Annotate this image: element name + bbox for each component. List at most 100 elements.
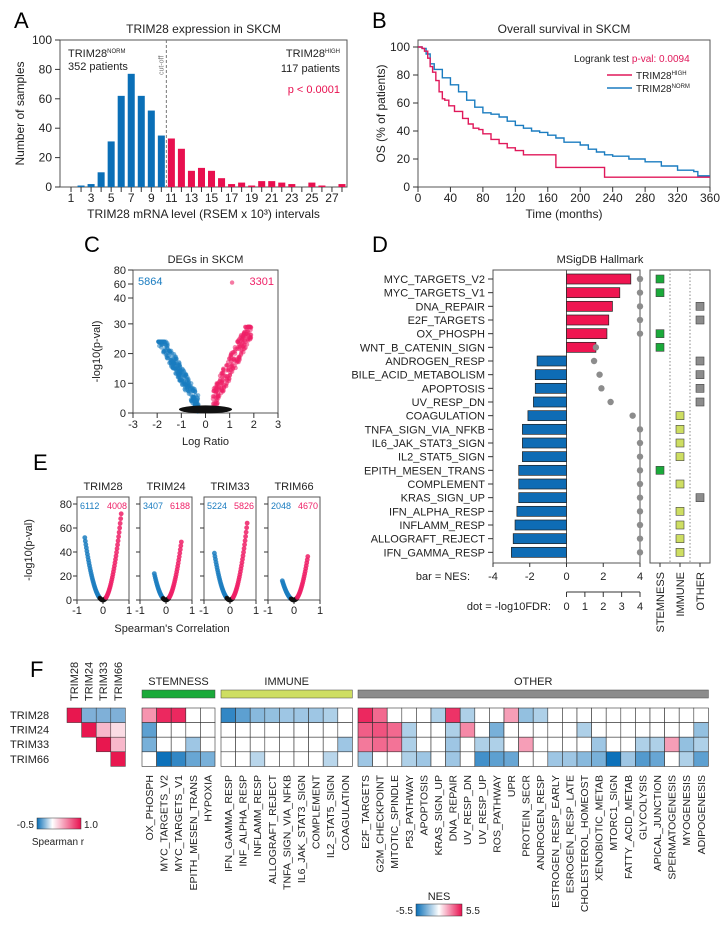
pathway-label: EPITH_MESEN_TRANS bbox=[188, 775, 200, 891]
heatmap-cell bbox=[635, 707, 651, 723]
category-column-label: IMMUNE bbox=[675, 572, 687, 617]
bar bbox=[238, 182, 246, 187]
superscript: HIGH bbox=[325, 49, 340, 55]
heatmap-cell bbox=[293, 707, 309, 723]
x-tick-label: 40 bbox=[444, 191, 458, 205]
spearman-label: Spearman r bbox=[32, 837, 85, 848]
pathway-label: EPITH_MESEN_TRANS bbox=[364, 465, 485, 477]
panel-label-c: C bbox=[84, 232, 100, 257]
pathway-label: ALLOGRAFT_REJECT bbox=[371, 534, 486, 546]
pathway-label: APOPTOSIS bbox=[422, 383, 485, 395]
pathway-label: MITOTIC_SPINDLE bbox=[389, 775, 401, 869]
heatmap-cell bbox=[430, 736, 446, 753]
bar bbox=[278, 182, 286, 187]
fdr-dot bbox=[636, 316, 644, 324]
y-tick-label: 40 bbox=[39, 121, 53, 135]
bar bbox=[228, 184, 236, 187]
category-marker bbox=[655, 274, 665, 284]
nes-bar bbox=[566, 273, 632, 285]
y-tick-label: 0 bbox=[120, 408, 126, 420]
nes-legend-title: NES bbox=[428, 891, 451, 903]
category-marker bbox=[695, 302, 705, 311]
count-down: 5864 bbox=[138, 276, 162, 288]
correlation-cell bbox=[95, 722, 112, 738]
category-marker bbox=[675, 438, 685, 448]
pathway-label: TNFA_SIGN_VIA_NFKB bbox=[281, 775, 293, 890]
heatmap-cell bbox=[401, 707, 417, 723]
fdr-dot bbox=[636, 439, 644, 447]
heatmap-cell bbox=[170, 722, 187, 738]
gene-col-label: TRIM33 bbox=[98, 662, 110, 701]
heatmap-cell bbox=[200, 707, 216, 723]
pathway-label: WNT_B_CATENIN_SIGN bbox=[360, 342, 485, 354]
heatmap-cell bbox=[386, 751, 403, 767]
pathway-label: MYC_TARGETS_V2 bbox=[159, 775, 171, 872]
spearman-min: -0.5 bbox=[17, 820, 35, 831]
heatmap-cell bbox=[235, 707, 251, 723]
heatmap-cell bbox=[386, 722, 403, 738]
heatmap-cell bbox=[664, 736, 680, 753]
heatmap-cell bbox=[459, 722, 476, 738]
heatmap-cell bbox=[474, 722, 490, 738]
category-column-label: OTHER bbox=[695, 572, 707, 611]
heatmap-cell bbox=[337, 722, 353, 738]
x-tick-label: 160 bbox=[538, 191, 558, 205]
pathway-label: UV_RESP_UP bbox=[477, 775, 489, 844]
heatmap-cell bbox=[156, 751, 172, 767]
panel-a-histogram: TRIM28 expression in SKCM 0 20 40 60 80 100 Num… bbox=[13, 22, 348, 221]
point-down bbox=[162, 340, 168, 345]
point-up bbox=[217, 379, 222, 384]
y-tick-label: 20 bbox=[39, 151, 53, 165]
chart-title: Overall survival in SKCM bbox=[498, 22, 631, 36]
point bbox=[178, 543, 184, 549]
p-value-annotation: p < 0.0001 bbox=[288, 84, 340, 96]
heatmap-cell bbox=[357, 736, 373, 753]
gene-row-label: TRIM66 bbox=[10, 754, 49, 766]
pathway-label: CHOLESTEROL_HOMEOST bbox=[579, 774, 591, 912]
x-tick-label: 19 bbox=[245, 191, 259, 205]
y-tick-label: 80 bbox=[39, 62, 53, 76]
heatmap-cell bbox=[518, 736, 534, 753]
nes-bar bbox=[518, 492, 567, 504]
category-marker bbox=[655, 329, 665, 338]
x-tick-label: 360 bbox=[700, 191, 720, 205]
point bbox=[82, 535, 88, 540]
category-marker bbox=[695, 493, 705, 502]
pathway-label: COAGULATION bbox=[340, 775, 352, 851]
point-up bbox=[226, 367, 231, 372]
x-tick-label: 11 bbox=[165, 191, 178, 205]
subplot-frame bbox=[267, 496, 321, 601]
heatmap-cell bbox=[430, 751, 446, 767]
pathway-label: ANDROGEN_RESP bbox=[385, 356, 485, 368]
category-marker bbox=[675, 534, 685, 543]
pathway-label: INF_ALPHA_RESP bbox=[238, 775, 250, 867]
bar bbox=[167, 138, 175, 187]
point bbox=[177, 547, 183, 552]
point-down bbox=[164, 353, 170, 358]
point bbox=[241, 546, 247, 551]
heatmap-cell bbox=[279, 751, 295, 767]
dot-axis-label: dot = -log10FDR: bbox=[467, 601, 551, 613]
point-up bbox=[214, 401, 220, 406]
spearman-max: 1.0 bbox=[84, 820, 98, 831]
point-up bbox=[235, 339, 240, 344]
heatmap-cell bbox=[547, 722, 563, 738]
heatmap-cell bbox=[635, 751, 651, 767]
spearman-colorbar bbox=[36, 817, 82, 830]
point-down bbox=[190, 395, 196, 401]
group-norm-count: 352 patients bbox=[68, 61, 128, 73]
point-down bbox=[175, 361, 180, 366]
category-marker bbox=[675, 507, 685, 516]
point-down bbox=[180, 378, 185, 384]
pathway-label: SPERMATOGENESIS bbox=[667, 775, 679, 880]
point-up bbox=[210, 394, 216, 399]
heatmap-cell bbox=[308, 751, 324, 767]
heatmap-cell bbox=[693, 707, 709, 723]
heatmap-cell bbox=[459, 736, 476, 753]
heatmap-cell bbox=[357, 722, 373, 738]
point bbox=[240, 553, 246, 559]
point-up bbox=[238, 352, 244, 358]
nes-bar bbox=[534, 382, 567, 394]
heatmap-cell bbox=[576, 736, 592, 753]
point bbox=[242, 538, 248, 544]
